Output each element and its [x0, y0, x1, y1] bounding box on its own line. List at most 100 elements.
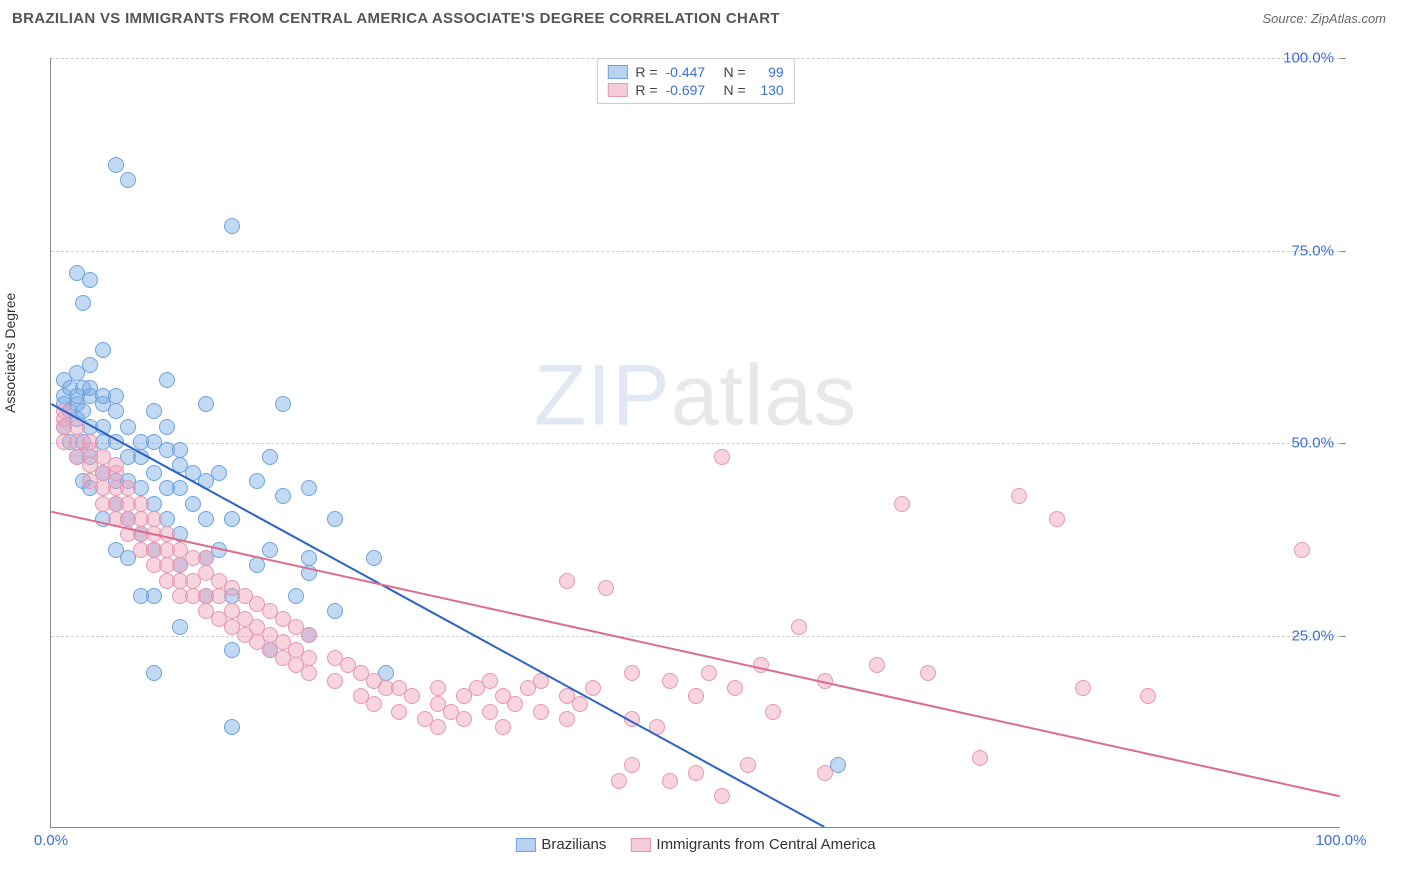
y-tick-label: 75.0%: [1291, 242, 1334, 259]
axis-tick: [1340, 443, 1346, 444]
data-point: [95, 419, 111, 435]
data-point: [765, 704, 781, 720]
data-point: [533, 704, 549, 720]
data-point: [366, 696, 382, 712]
data-point: [82, 434, 98, 450]
data-point: [327, 511, 343, 527]
stats-row-1: R = -0.697 N = 130: [607, 81, 783, 99]
data-point: [146, 588, 162, 604]
watermark-part1: ZIP: [534, 348, 671, 444]
data-point: [391, 704, 407, 720]
data-point: [869, 657, 885, 673]
data-point: [301, 665, 317, 681]
data-point: [146, 465, 162, 481]
data-point: [108, 403, 124, 419]
watermark-part2: atlas: [671, 348, 858, 444]
data-point: [249, 473, 265, 489]
data-point: [701, 665, 717, 681]
data-point: [1075, 680, 1091, 696]
legend-swatch-0: [515, 838, 535, 852]
stats-row-0: R = -0.447 N = 99: [607, 63, 783, 81]
data-point: [120, 419, 136, 435]
data-point: [327, 603, 343, 619]
axis-tick: [1340, 636, 1346, 637]
data-point: [224, 218, 240, 234]
grid-line: [51, 251, 1340, 252]
data-point: [507, 696, 523, 712]
data-point: [159, 372, 175, 388]
chart-source: Source: ZipAtlas.com: [1262, 11, 1386, 26]
data-point: [159, 419, 175, 435]
data-point: [972, 750, 988, 766]
y-tick-label: 25.0%: [1291, 627, 1334, 644]
data-point: [649, 719, 665, 735]
data-point: [301, 480, 317, 496]
data-point: [120, 172, 136, 188]
data-point: [198, 550, 214, 566]
data-point: [585, 680, 601, 696]
stats-swatch-1: [607, 83, 627, 97]
data-point: [262, 449, 278, 465]
data-point: [275, 396, 291, 412]
data-point: [211, 465, 227, 481]
y-tick-label: 50.0%: [1291, 435, 1334, 452]
data-point: [133, 449, 149, 465]
data-point: [495, 719, 511, 735]
data-point: [301, 565, 317, 581]
data-point: [662, 673, 678, 689]
stats-box: R = -0.447 N = 99 R = -0.697 N = 130: [596, 58, 794, 104]
axis-tick: [1340, 251, 1346, 252]
data-point: [146, 511, 162, 527]
data-point: [327, 673, 343, 689]
data-point: [482, 673, 498, 689]
data-point: [120, 480, 136, 496]
legend-item-1: Immigrants from Central America: [630, 836, 875, 853]
data-point: [688, 688, 704, 704]
watermark: ZIPatlas: [534, 347, 857, 446]
data-point: [1294, 542, 1310, 558]
data-point: [1140, 688, 1156, 704]
data-point: [82, 272, 98, 288]
data-point: [224, 511, 240, 527]
data-point: [598, 580, 614, 596]
legend-label-0: Brazilians: [541, 836, 606, 853]
data-point: [662, 773, 678, 789]
chart-title: BRAZILIAN VS IMMIGRANTS FROM CENTRAL AME…: [12, 10, 780, 27]
data-point: [262, 542, 278, 558]
data-point: [224, 719, 240, 735]
data-point: [559, 711, 575, 727]
data-point: [688, 765, 704, 781]
stats-r-value-0: -0.447: [666, 64, 716, 80]
chart-header: BRAZILIAN VS IMMIGRANTS FROM CENTRAL AME…: [0, 0, 1406, 33]
data-point: [146, 403, 162, 419]
chart-container: Associate's Degree ZIPatlas R = -0.447 N…: [0, 38, 1406, 892]
data-point: [172, 442, 188, 458]
data-point: [75, 295, 91, 311]
data-point: [753, 657, 769, 673]
data-point: [430, 680, 446, 696]
data-point: [611, 773, 627, 789]
data-point: [404, 688, 420, 704]
axis-tick: [1340, 58, 1346, 59]
data-point: [727, 680, 743, 696]
legend-label-1: Immigrants from Central America: [656, 836, 875, 853]
stats-n-label-0: N =: [724, 64, 746, 80]
data-point: [69, 419, 85, 435]
data-point: [95, 342, 111, 358]
stats-n-value-1: 130: [754, 82, 784, 98]
stats-r-label-1: R =: [635, 82, 657, 98]
stats-n-value-0: 99: [754, 64, 784, 80]
data-point: [572, 696, 588, 712]
data-point: [108, 388, 124, 404]
data-point: [920, 665, 936, 681]
stats-r-value-1: -0.697: [666, 82, 716, 98]
data-point: [791, 619, 807, 635]
data-point: [740, 757, 756, 773]
data-point: [108, 434, 124, 450]
data-point: [82, 357, 98, 373]
data-point: [75, 403, 91, 419]
data-point: [1049, 511, 1065, 527]
data-point: [172, 619, 188, 635]
data-point: [133, 496, 149, 512]
data-point: [714, 788, 730, 804]
